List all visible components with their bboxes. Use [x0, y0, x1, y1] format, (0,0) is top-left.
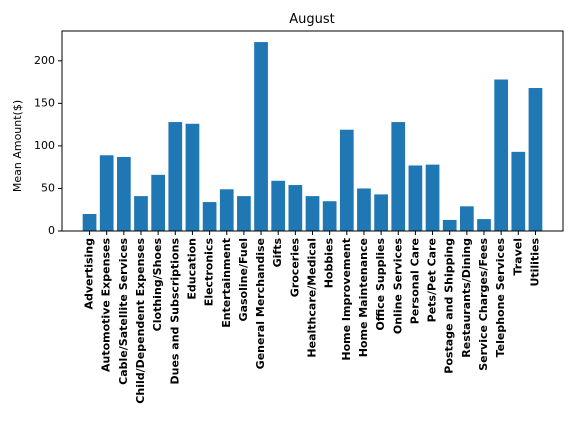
x-tick-label: Home Improvement: [340, 238, 353, 361]
chart-title: August: [289, 12, 335, 27]
y-tick-label: 100: [34, 139, 55, 152]
y-tick-label: 150: [34, 96, 55, 109]
bar-groceries: [288, 185, 303, 231]
x-tick-label: Gifts: [271, 238, 284, 268]
x-axis-ticks: Advertising Automotive Expenses Cable/Sate…: [83, 231, 541, 404]
x-tick-label: Education: [185, 238, 198, 300]
x-tick-label: Gasoline/Fuel: [237, 238, 250, 321]
bar-child-dependent-expenses: [134, 196, 148, 231]
bar-clothing-shoes: [151, 174, 166, 231]
x-tick-label: Postage and Shipping: [443, 238, 456, 374]
y-tick-label: 200: [34, 54, 55, 67]
x-tick-label: Restaurants/Dining: [460, 238, 473, 358]
x-tick-label: Home Maintenance: [357, 238, 370, 357]
x-tick-label: Cable/Satellite Services: [117, 238, 130, 385]
x-tick-label: Child/Dependent Expenses: [134, 238, 147, 404]
bar-home-improvement: [339, 129, 354, 231]
bar-travel: [511, 151, 526, 231]
bars-group: [82, 42, 543, 232]
x-tick-label: Groceries: [288, 238, 301, 298]
x-tick-label: Office Supplies: [374, 238, 387, 331]
bar-postage-and-shipping: [442, 219, 457, 231]
bar-service-charges-fees: [477, 219, 491, 231]
y-axis-label: Mean Amount($): [11, 100, 24, 192]
y-tick-label: 0: [48, 224, 55, 237]
x-tick-label: Travel: [511, 238, 524, 276]
bar-telephone-services: [494, 79, 509, 231]
y-axis-ticks: 0 50 100 150 200: [34, 54, 62, 237]
x-tick-label: General Merchandise: [254, 238, 267, 369]
bar-education: [185, 123, 200, 231]
bar-gifts: [271, 180, 286, 231]
bar-healthcare-medical: [305, 196, 320, 231]
x-tick-label: Clothing/Shoes: [151, 238, 164, 332]
bar-gasoline-fuel: [237, 196, 251, 231]
bar-utilities: [528, 88, 543, 232]
bar-pets-pet-care: [425, 164, 440, 231]
bar-hobbies: [322, 201, 337, 231]
y-tick-label: 50: [41, 181, 55, 194]
bar-online-services: [391, 122, 406, 231]
bar-advertising: [82, 213, 97, 231]
plot-frame: [61, 30, 564, 232]
x-tick-label: Advertising: [83, 238, 96, 310]
bar-electronics: [202, 202, 217, 231]
x-tick-label: Utilities: [528, 238, 541, 287]
x-tick-label: Online Services: [391, 238, 404, 335]
x-tick-label: Healthcare/Medical: [306, 238, 319, 358]
x-tick-label: Automotive Expenses: [100, 238, 113, 372]
x-tick-label: Electronics: [203, 238, 216, 307]
x-tick-label: Hobbies: [323, 238, 336, 289]
x-tick-label: Dues and Subscriptions: [168, 238, 181, 385]
bar-personal-care: [408, 165, 423, 231]
x-tick-label: Personal Care: [408, 238, 421, 324]
bar-general-merchandise: [254, 42, 268, 232]
x-tick-label: Telephone Services: [494, 238, 507, 358]
bar-dues-and-subscriptions: [168, 122, 183, 231]
bar-restaurants-dining: [459, 206, 474, 231]
bar-home-maintenance: [357, 188, 371, 231]
bar-office-supplies: [374, 194, 388, 231]
bar-entertainment: [219, 189, 234, 231]
bar-cable-satellite-services: [116, 156, 131, 231]
bar-automotive-expenses: [99, 155, 114, 231]
x-tick-label: Entertainment: [220, 238, 233, 328]
x-tick-label: Service Charges/Fees: [477, 238, 490, 371]
x-tick-label: Pets/Pet Care: [426, 238, 439, 322]
